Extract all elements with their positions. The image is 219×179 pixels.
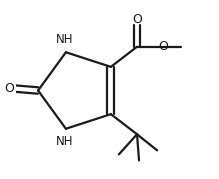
Text: NH: NH xyxy=(56,135,74,148)
Text: O: O xyxy=(132,13,142,26)
Text: O: O xyxy=(158,40,168,53)
Text: O: O xyxy=(5,82,14,95)
Text: NH: NH xyxy=(56,33,74,46)
